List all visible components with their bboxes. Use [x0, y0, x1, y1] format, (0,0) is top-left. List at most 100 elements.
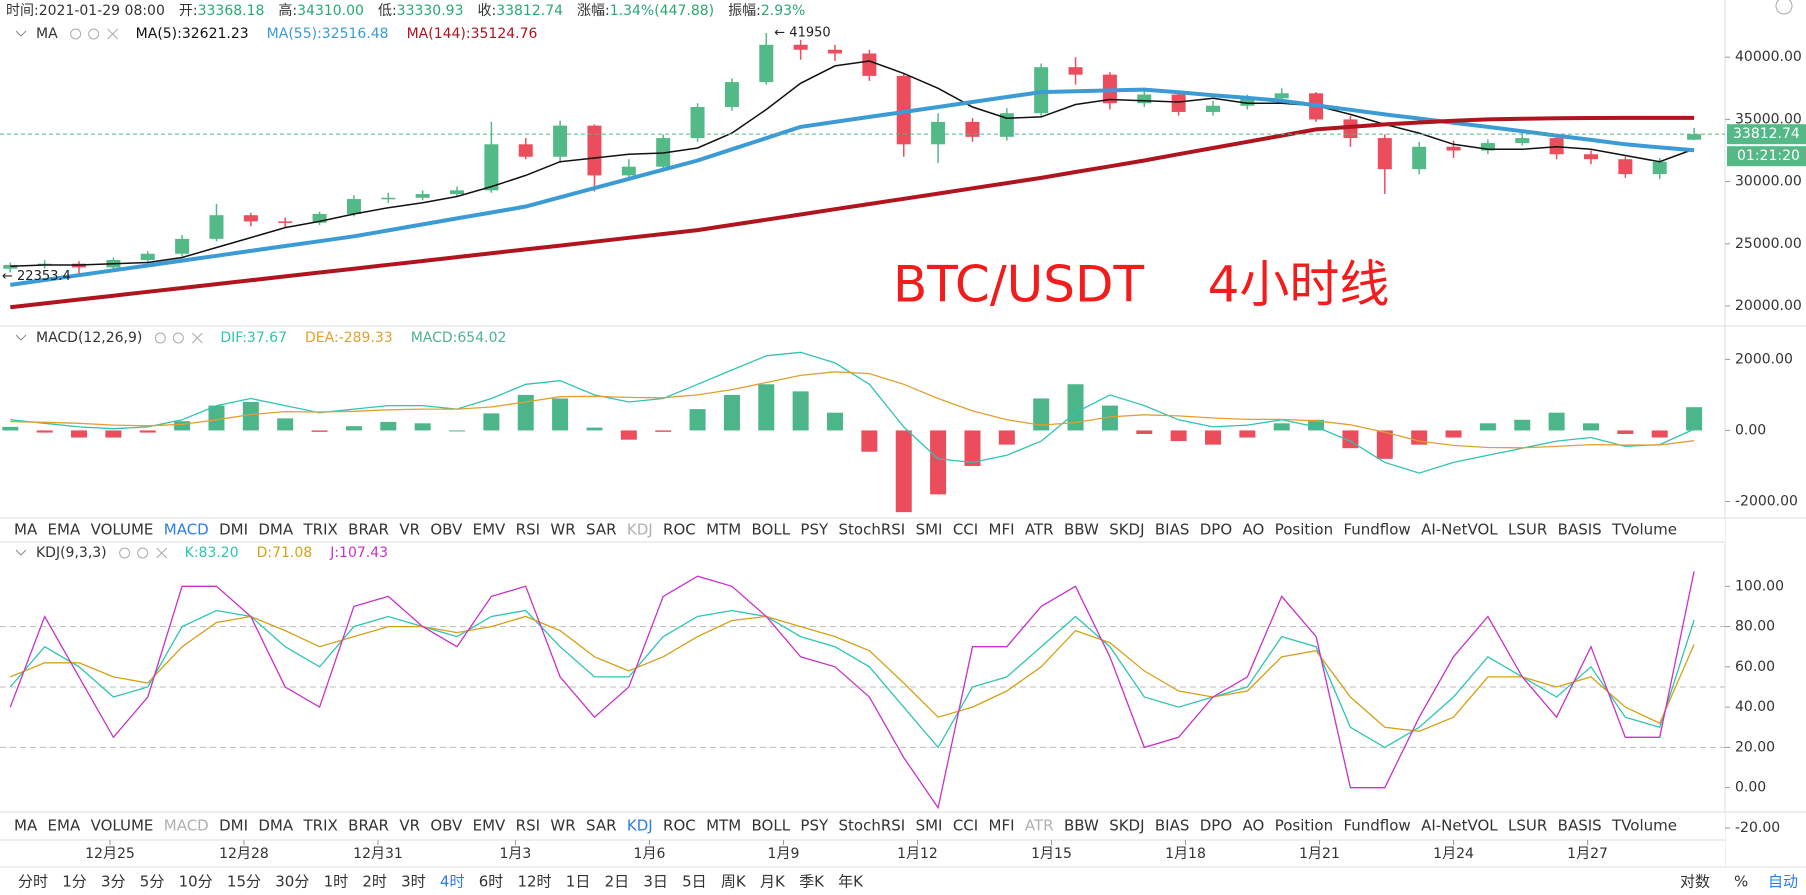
indicator-tab[interactable]: LSUR	[1508, 521, 1547, 539]
collapse-chevron[interactable]	[15, 30, 27, 37]
indicator-tab[interactable]: MA	[14, 521, 38, 539]
indicator-tab[interactable]: MA	[14, 817, 38, 835]
indicator-tab[interactable]: EMV	[473, 521, 506, 539]
timeframe-button[interactable]: 分时	[18, 873, 48, 891]
indicator-tab[interactable]: BBW	[1064, 817, 1099, 835]
indicator-tab[interactable]: MACD	[164, 521, 209, 539]
timeframe-button[interactable]: 6时	[479, 873, 504, 891]
indicator-tab[interactable]: BOLL	[752, 817, 791, 835]
visibility-icon[interactable]	[119, 547, 131, 559]
timeframe-button[interactable]: 5日	[682, 873, 707, 891]
settings-icon[interactable]	[88, 28, 100, 40]
indicator-tab[interactable]: OBV	[430, 521, 463, 539]
indicator-tab[interactable]: SMI	[916, 817, 943, 835]
indicator-tab[interactable]: MFI	[989, 521, 1015, 539]
timeframe-button[interactable]: 10分	[179, 873, 213, 891]
indicator-tab[interactable]: OBV	[430, 817, 463, 835]
indicator-tab[interactable]: AO	[1243, 817, 1265, 835]
timeframe-button[interactable]: 周K	[721, 873, 747, 891]
scale-control[interactable]: 对数	[1680, 873, 1710, 891]
collapse-chevron[interactable]	[15, 549, 27, 556]
timeframe-button[interactable]: 12时	[517, 873, 551, 891]
indicator-tab[interactable]: BOLL	[752, 521, 791, 539]
timeframe-button[interactable]: 3分	[101, 873, 126, 891]
indicator-tab[interactable]: ATR	[1025, 521, 1054, 539]
indicator-tab[interactable]: RSI	[516, 817, 540, 835]
timeframe-button[interactable]: 3日	[643, 873, 668, 891]
indicator-tab[interactable]: TVolume	[1611, 817, 1677, 835]
timeframe-button[interactable]: 3时	[401, 873, 426, 891]
indicator-tab[interactable]: AI-NetVOL	[1421, 817, 1498, 835]
timeframe-button[interactable]: 年K	[838, 873, 864, 891]
indicator-tab[interactable]: SAR	[586, 817, 616, 835]
visibility-icon[interactable]	[70, 28, 82, 40]
indicator-tab[interactable]: MTM	[706, 521, 741, 539]
indicator-tab[interactable]: DMI	[219, 521, 248, 539]
timeframe-button[interactable]: 月K	[760, 873, 786, 891]
timeframe-button[interactable]: 1时	[324, 873, 349, 891]
timeframe-button[interactable]: 30分	[275, 873, 309, 891]
indicator-tab[interactable]: PSY	[800, 521, 829, 539]
indicator-tab[interactable]: AI-NetVOL	[1421, 521, 1498, 539]
indicator-tab[interactable]: TVolume	[1611, 521, 1677, 539]
scale-control[interactable]: 自动	[1768, 873, 1798, 891]
indicator-tab[interactable]: RSI	[516, 521, 540, 539]
indicator-tab[interactable]: VR	[399, 817, 420, 835]
indicator-tab[interactable]: CCI	[953, 817, 978, 835]
indicator-tab[interactable]: MTM	[706, 817, 741, 835]
indicator-tab[interactable]: DPO	[1200, 817, 1232, 835]
indicator-tab[interactable]: TRIX	[303, 521, 338, 539]
indicator-tab[interactable]: BIAS	[1155, 817, 1190, 835]
indicator-tab[interactable]: ROC	[663, 521, 696, 539]
timeframe-button[interactable]: 5分	[140, 873, 165, 891]
indicator-tab[interactable]: VR	[399, 521, 420, 539]
settings-icon[interactable]	[172, 332, 184, 344]
indicator-tab[interactable]: CCI	[953, 521, 978, 539]
indicator-tab[interactable]: WR	[550, 817, 575, 835]
indicator-tab[interactable]: Position	[1275, 817, 1333, 835]
indicator-tab[interactable]: ROC	[663, 817, 696, 835]
indicator-tab[interactable]: VOLUME	[91, 817, 154, 835]
remove-icon[interactable]	[156, 547, 167, 559]
settings-icon[interactable]	[137, 547, 149, 559]
indicator-tab[interactable]: WR	[550, 521, 575, 539]
scale-control[interactable]: %	[1734, 873, 1748, 891]
indicator-tab[interactable]: BBW	[1064, 521, 1099, 539]
indicator-tab[interactable]: EMA	[48, 521, 81, 539]
indicator-tab[interactable]: Fundflow	[1343, 817, 1410, 835]
timeframe-button[interactable]: 2时	[362, 873, 387, 891]
timeframe-button[interactable]: 15分	[227, 873, 261, 891]
indicator-tab[interactable]: MACD	[164, 817, 209, 835]
indicator-tab[interactable]: BASIS	[1558, 817, 1602, 835]
indicator-tab[interactable]: KDJ	[627, 817, 653, 835]
indicator-tab[interactable]: SKDJ	[1109, 521, 1144, 539]
indicator-tab[interactable]: TRIX	[303, 817, 338, 835]
visibility-icon[interactable]	[154, 332, 166, 344]
indicator-tab[interactable]: PSY	[800, 817, 829, 835]
timeframe-button[interactable]: 4时	[440, 873, 465, 891]
remove-icon[interactable]	[107, 28, 119, 40]
indicator-tab[interactable]: BRAR	[348, 521, 389, 539]
timeframe-button[interactable]: 1分	[62, 873, 87, 891]
indicator-tab[interactable]: BIAS	[1155, 521, 1190, 539]
indicator-tab[interactable]: MFI	[989, 817, 1015, 835]
indicator-tab[interactable]: StochRSI	[839, 521, 906, 539]
indicator-tab[interactable]: Position	[1275, 521, 1333, 539]
indicator-tab[interactable]: SMI	[916, 521, 943, 539]
indicator-tab[interactable]: DMA	[258, 817, 293, 835]
indicator-tab[interactable]: BASIS	[1558, 521, 1602, 539]
indicator-tab[interactable]: VOLUME	[91, 521, 154, 539]
timeframe-button[interactable]: 季K	[799, 873, 825, 891]
indicator-tab[interactable]: EMA	[48, 817, 81, 835]
indicator-tab[interactable]: Fundflow	[1343, 521, 1410, 539]
indicator-tab[interactable]: BRAR	[348, 817, 389, 835]
indicator-tab[interactable]: StochRSI	[839, 817, 906, 835]
indicator-tab[interactable]: DMA	[258, 521, 293, 539]
indicator-tab[interactable]: EMV	[473, 817, 506, 835]
indicator-tab[interactable]: DPO	[1200, 521, 1232, 539]
collapse-chevron[interactable]	[15, 334, 27, 341]
indicator-tab[interactable]: SKDJ	[1109, 817, 1144, 835]
indicator-tab[interactable]: AO	[1243, 521, 1265, 539]
indicator-tab[interactable]: SAR	[586, 521, 616, 539]
timeframe-button[interactable]: 2日	[605, 873, 630, 891]
